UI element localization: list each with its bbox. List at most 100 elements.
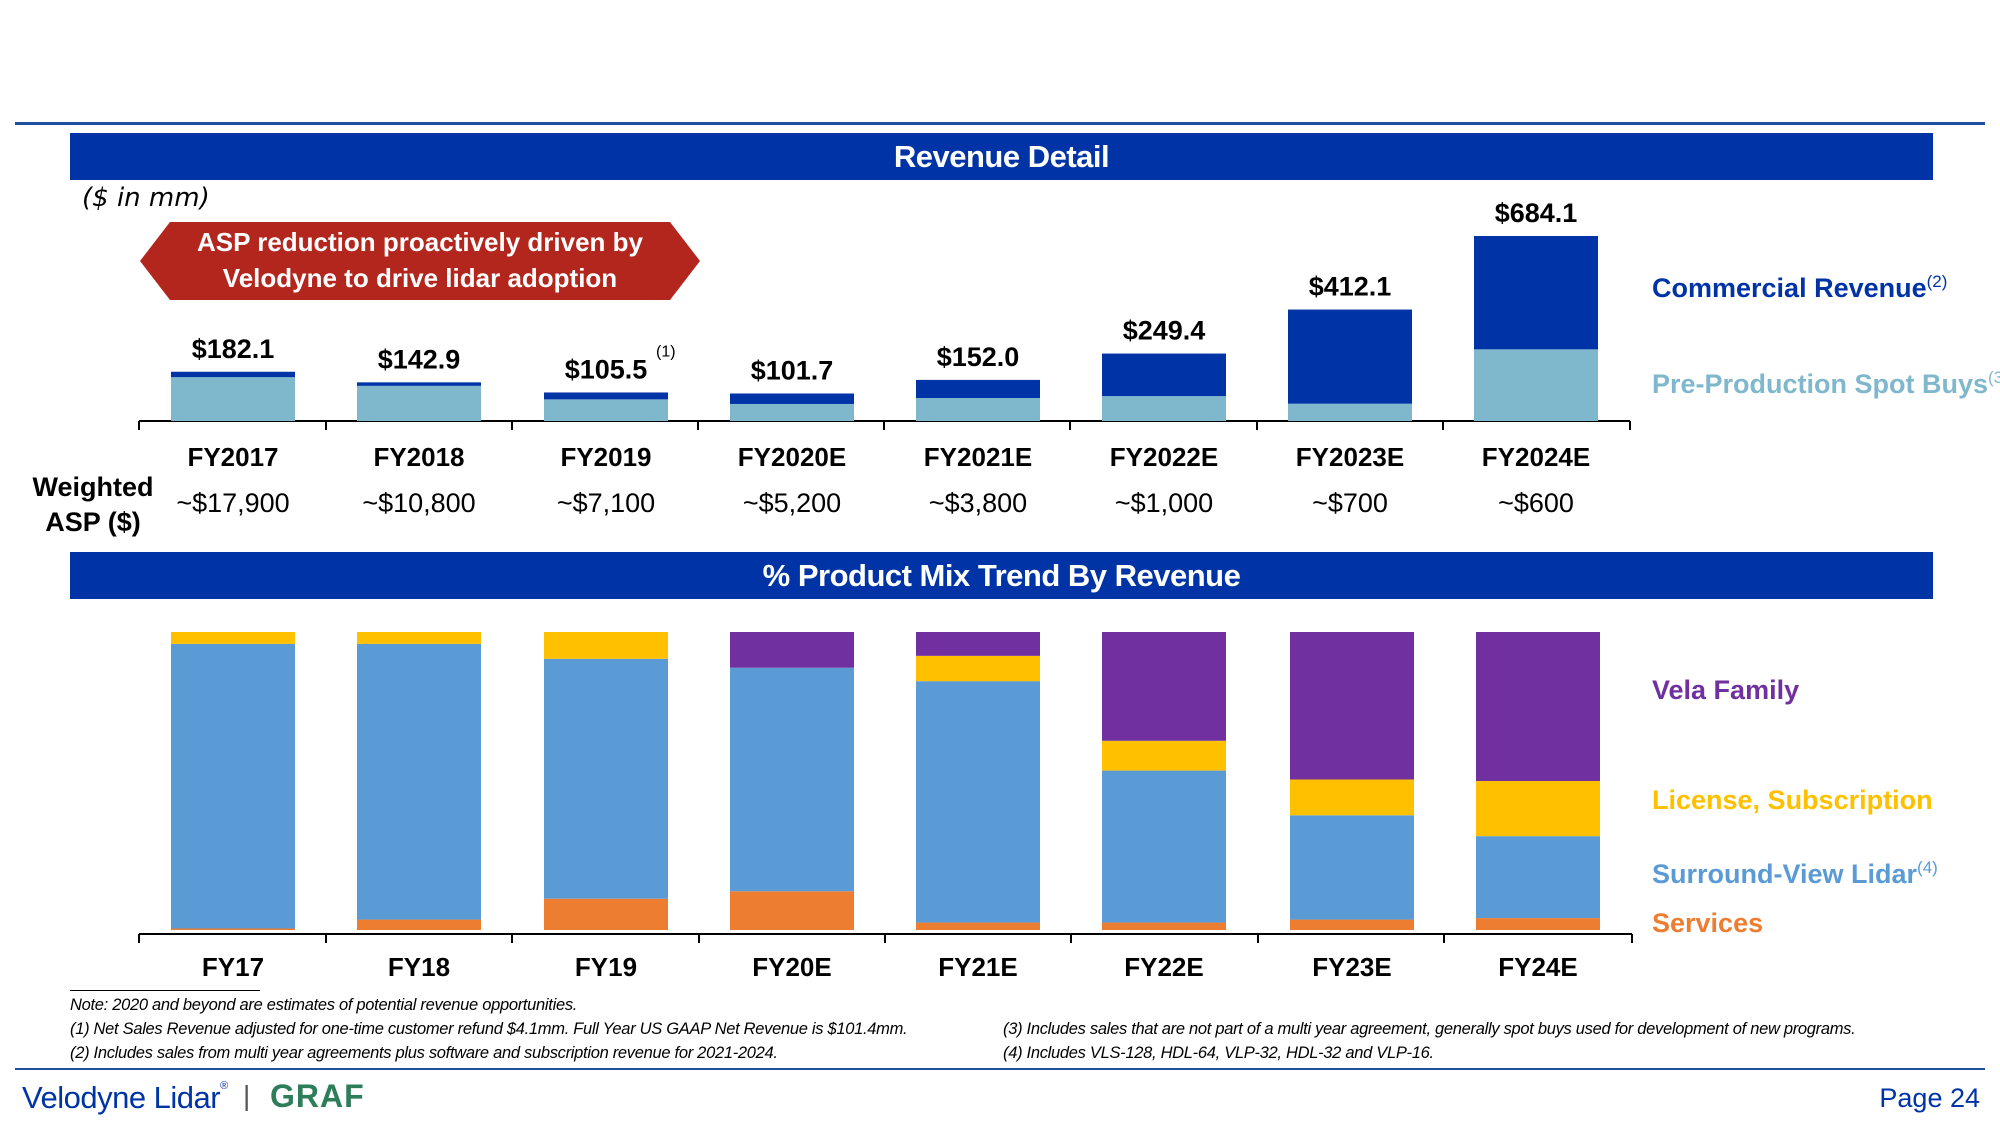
total-label-fy2023e: $412.1 bbox=[1309, 272, 1392, 302]
asp-value-fy2021e: ~$3,800 bbox=[928, 488, 1028, 518]
velodyne-logo-text: Velodyne Lidar bbox=[22, 1080, 221, 1115]
x-tick-label-fy18: FY18 bbox=[388, 952, 450, 982]
bar-preproduction-fy2023e bbox=[1288, 403, 1412, 421]
bar-license-fy24e bbox=[1476, 781, 1600, 837]
x-tick-label-fy2022e: FY2022E bbox=[1110, 442, 1218, 472]
asp-value-fy2020e: ~$5,200 bbox=[742, 488, 842, 518]
legend-commercial: Commercial Revenue(2) bbox=[1652, 272, 1947, 304]
top-divider bbox=[15, 122, 1985, 125]
total-label-fy2022e: $249.4 bbox=[1123, 316, 1206, 346]
x-tick-label-fy22e: FY22E bbox=[1124, 952, 1204, 982]
bar-services-fy24e bbox=[1476, 918, 1600, 930]
total-label-fy2021e: $152.0 bbox=[937, 342, 1020, 372]
bar-preproduction-fy2022e bbox=[1102, 396, 1226, 421]
note-3: (3) Includes sales that are not part of … bbox=[1003, 1020, 1856, 1038]
bar-commercial-fy2020e bbox=[730, 393, 854, 404]
callout-line-1: ASP reduction proactively driven by bbox=[197, 227, 643, 257]
total-footnote-fy2019: (1) bbox=[656, 343, 676, 360]
bar-commercial-fy2023e bbox=[1288, 309, 1412, 404]
bar-vela-fy24e bbox=[1476, 632, 1600, 781]
bar-surround-fy21e bbox=[916, 681, 1040, 923]
bar-surround-fy22e bbox=[1102, 770, 1226, 923]
asp-label-line-2: ASP ($) bbox=[45, 507, 141, 537]
legend-preproduction: Pre-Production Spot Buys(3) bbox=[1652, 368, 2000, 400]
note-estimates: Note: 2020 and beyond are estimates of p… bbox=[70, 996, 578, 1014]
bar-commercial-fy2019 bbox=[544, 392, 668, 400]
legend-surround: Surround-View Lidar(4) bbox=[1652, 858, 1938, 890]
bar-services-fy17 bbox=[171, 928, 295, 930]
bar-license-fy17 bbox=[171, 632, 295, 644]
asp-value-fy2019: ~$7,100 bbox=[556, 488, 656, 518]
page-number: Page 24 bbox=[1879, 1083, 1980, 1113]
bar-vela-fy20e bbox=[730, 632, 854, 668]
bar-surround-fy23e bbox=[1290, 815, 1414, 920]
asp-value-fy2024e: ~$600 bbox=[1498, 488, 1574, 518]
product-mix-banner: % Product Mix Trend By Revenue bbox=[70, 552, 1933, 599]
total-label-fy2020e: $101.7 bbox=[751, 355, 834, 385]
bar-services-fy21e bbox=[916, 922, 1040, 930]
asp-label-line-1: Weighted bbox=[32, 472, 154, 502]
legend-license: License, Subscription bbox=[1652, 785, 1933, 815]
legend-preproduction-footnote: (3) bbox=[1988, 368, 2000, 387]
notes-divider bbox=[70, 990, 260, 991]
legend-commercial-label: Commercial Revenue bbox=[1652, 273, 1927, 303]
x-tick-label-fy20e: FY20E bbox=[752, 952, 832, 982]
bar-surround-fy18 bbox=[357, 643, 481, 920]
bar-services-fy23e bbox=[1290, 919, 1414, 930]
x-tick-label-fy17: FY17 bbox=[202, 952, 264, 982]
bar-vela-fy23e bbox=[1290, 632, 1414, 780]
bar-surround-fy24e bbox=[1476, 836, 1600, 919]
total-label-fy2019: $105.5 bbox=[565, 354, 648, 384]
x-tick-label-fy2017: FY2017 bbox=[187, 442, 278, 472]
bar-surround-fy20e bbox=[730, 667, 854, 892]
asp-callout-text: ASP reduction proactively driven by Velo… bbox=[140, 224, 700, 296]
legend-surround-footnote: (4) bbox=[1917, 858, 1938, 877]
total-label-fy2017: $182.1 bbox=[192, 334, 275, 364]
bar-preproduction-fy2018 bbox=[357, 385, 481, 421]
bar-vela-fy22e bbox=[1102, 632, 1226, 741]
bar-services-fy19 bbox=[544, 898, 668, 930]
x-tick-label-fy2018: FY2018 bbox=[373, 442, 464, 472]
x-tick-label-fy2023e: FY2023E bbox=[1296, 442, 1404, 472]
bar-commercial-fy2018 bbox=[357, 382, 481, 386]
bar-preproduction-fy2021e bbox=[916, 398, 1040, 421]
asp-callout-arrow bbox=[140, 222, 700, 300]
bar-preproduction-fy2020e bbox=[730, 403, 854, 421]
x-tick-label-fy21e: FY21E bbox=[938, 952, 1018, 982]
bar-commercial-fy2017 bbox=[171, 371, 295, 378]
x-tick-label-fy2021e: FY2021E bbox=[924, 442, 1032, 472]
total-label-fy2018: $142.9 bbox=[378, 344, 461, 374]
graf-logo: GRAF bbox=[270, 1078, 365, 1114]
bar-license-fy21e bbox=[916, 655, 1040, 682]
asp-value-fy2023e: ~$700 bbox=[1312, 488, 1388, 518]
bar-services-fy22e bbox=[1102, 922, 1226, 930]
bar-commercial-fy2022e bbox=[1102, 353, 1226, 397]
x-tick-label-fy23e: FY23E bbox=[1312, 952, 1392, 982]
bar-surround-fy19 bbox=[544, 658, 668, 899]
legend-surround-label: Surround-View Lidar bbox=[1652, 859, 1918, 889]
units-label: ($ in mm) bbox=[82, 183, 210, 213]
bar-license-fy22e bbox=[1102, 740, 1226, 771]
x-tick-label-fy2019: FY2019 bbox=[560, 442, 651, 472]
legend-preproduction-label: Pre-Production Spot Buys bbox=[1652, 369, 1989, 399]
bar-license-fy23e bbox=[1290, 779, 1414, 816]
bar-services-fy18 bbox=[357, 919, 481, 930]
note-4: (4) Includes VLS-128, HDL-64, VLP-32, HD… bbox=[1003, 1044, 1434, 1062]
asp-value-fy2022e: ~$1,000 bbox=[1114, 488, 1214, 518]
legend-vela: Vela Family bbox=[1652, 675, 1800, 705]
revenue-detail-chart: $182.1 FY2017 $142.9 FY2018 $105.5 FY2019 (1) $… bbox=[138, 198, 1631, 472]
x-tick-label-fy2020e: FY2020E bbox=[738, 442, 846, 472]
bar-preproduction-fy2019 bbox=[544, 399, 668, 421]
bar-vela-fy21e bbox=[916, 632, 1040, 656]
legend-commercial-footnote: (2) bbox=[1926, 272, 1948, 291]
x-tick-label-fy2024e: FY2024E bbox=[1482, 442, 1590, 472]
x-tick-label-fy19: FY19 bbox=[575, 952, 637, 982]
logo-separator: | bbox=[243, 1080, 251, 1111]
bar-preproduction-fy2024e bbox=[1474, 349, 1598, 421]
velodyne-logo: Velodyne Lidar® bbox=[22, 1080, 228, 1116]
total-label-fy2024e: $684.1 bbox=[1495, 198, 1578, 228]
asp-value-fy2017: ~$17,900 bbox=[176, 488, 290, 518]
weighted-asp-label: Weighted ASP ($) bbox=[28, 470, 158, 540]
product-mix-chart: FY17 FY18 FY19 FY20E FY21E FY22E FY23E FY24E bbox=[138, 632, 1633, 982]
footer-divider bbox=[15, 1068, 1985, 1070]
